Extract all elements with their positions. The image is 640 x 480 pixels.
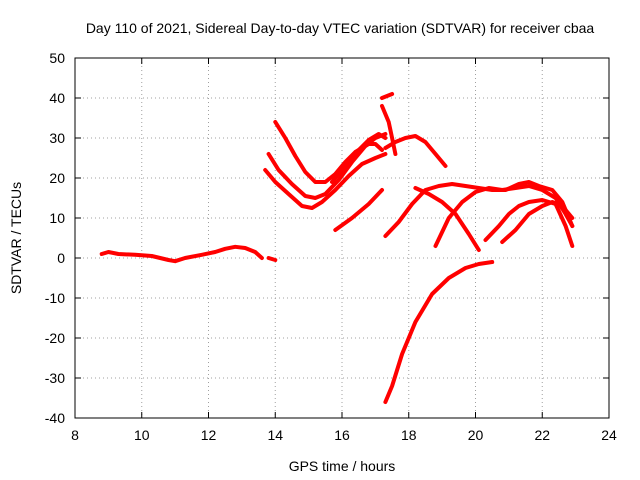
y-tick-label: 40 (49, 90, 65, 106)
series-arc-3 (263, 152, 388, 210)
series-arc-7 (380, 92, 395, 100)
y-tick-label: -30 (45, 370, 65, 386)
data-series (99, 92, 575, 404)
x-tick-label: 12 (201, 427, 217, 443)
x-axis-label: GPS time / hours (289, 458, 396, 474)
chart-title: Day 110 of 2021, Sidereal Day-to-day VTE… (86, 20, 595, 36)
series-arc-9 (383, 134, 448, 168)
series-arc-1 (99, 244, 264, 264)
series-arc-10 (333, 188, 384, 232)
x-tick-label: 14 (267, 427, 283, 443)
x-tick-label: 24 (601, 427, 617, 443)
series-arc-11 (383, 260, 495, 404)
x-tick-label: 10 (134, 427, 150, 443)
series-arc-5 (273, 120, 384, 184)
x-tick-label: 22 (534, 427, 550, 443)
y-tick-label: 50 (49, 50, 65, 66)
y-tick-label: 20 (49, 170, 65, 186)
x-tick-label: 20 (468, 427, 484, 443)
y-tick-label: 10 (49, 210, 65, 226)
axis-ticks: 8 10 12 14 16 18 20 22 24 -40 -30 -20 -10 0 10 20 30 40 50 (45, 50, 617, 443)
x-tick-label: 8 (71, 427, 79, 443)
series-arc-13 (413, 186, 481, 252)
series-arc-8 (380, 104, 398, 156)
y-tick-label: -20 (45, 330, 65, 346)
x-tick-label: 18 (401, 427, 417, 443)
series-arc-15 (483, 198, 575, 248)
y-tick-label: 30 (49, 130, 65, 146)
series-arc-14 (433, 184, 575, 248)
y-tick-label: 0 (57, 250, 65, 266)
grid-lines (75, 58, 609, 418)
series-arc-6 (330, 132, 388, 184)
y-tick-label: -10 (45, 290, 65, 306)
series-arc-2 (266, 256, 278, 262)
x-tick-label: 16 (334, 427, 350, 443)
y-tick-label: -40 (45, 410, 65, 426)
y-axis-label: SDTVAR / TECUs (8, 182, 24, 294)
series-arc-16 (500, 200, 575, 244)
